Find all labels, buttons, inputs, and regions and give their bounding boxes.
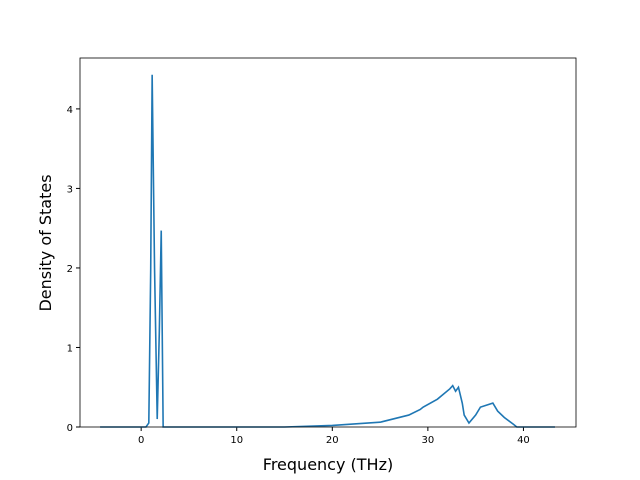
y-tick-label: 2 <box>67 264 73 275</box>
x-tick-label: 20 <box>326 435 339 446</box>
plot-frame <box>79 57 577 428</box>
y-tick-label: 3 <box>67 184 73 195</box>
y-tick-label: 0 <box>67 423 73 434</box>
y-axis-label: Density of States <box>36 174 55 311</box>
x-axis-label: Frequency (THz) <box>263 455 393 474</box>
x-tick-label: 30 <box>422 435 435 446</box>
line <box>100 74 555 428</box>
x-tick-label: 10 <box>230 435 243 446</box>
x-tick-label: 0 <box>138 435 144 446</box>
x-tick-label: 40 <box>517 435 530 446</box>
y-tick-label: 4 <box>67 105 73 116</box>
y-tick-label: 1 <box>67 343 73 354</box>
